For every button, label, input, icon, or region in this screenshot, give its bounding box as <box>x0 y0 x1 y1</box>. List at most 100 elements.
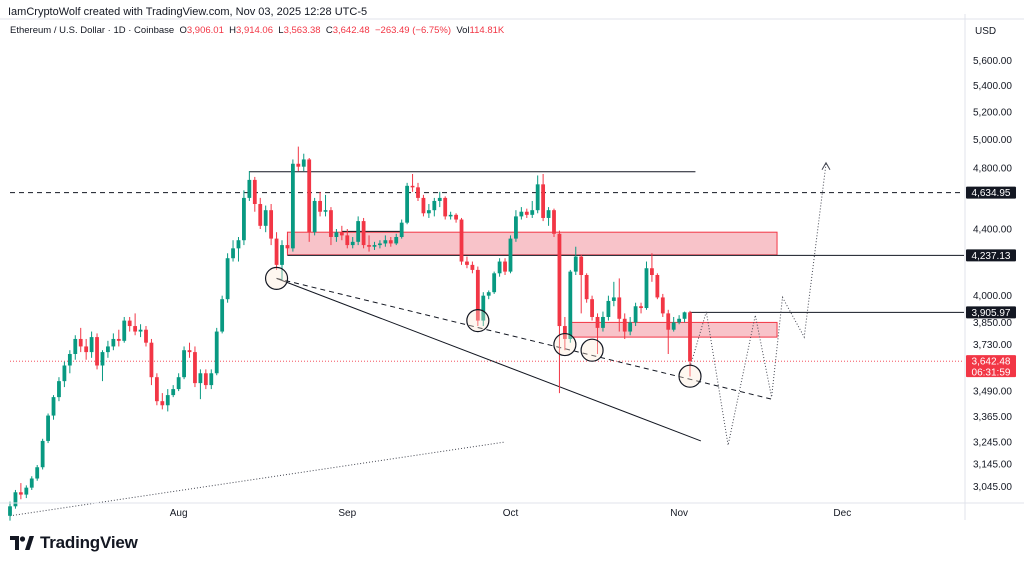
price-tick-label: 5,200.00 <box>973 108 1012 119</box>
candle-body-104 <box>573 256 578 272</box>
candle-body-44 <box>247 179 252 198</box>
price-tick-label: 5,400.00 <box>973 81 1012 92</box>
candle-body-80 <box>443 197 448 217</box>
candle-body-107 <box>590 299 594 317</box>
tradingview-wordmark: TradingView <box>40 533 138 552</box>
candle-body-57 <box>318 200 322 212</box>
price-label-text-0: 4,634.95 <box>972 188 1011 199</box>
time-tick-label: Dec <box>833 508 851 519</box>
candle-body-61 <box>339 232 344 236</box>
candle-body-53 <box>296 163 301 167</box>
candle-body-30 <box>171 389 176 396</box>
candle-body-47 <box>263 210 268 226</box>
candle-body-17 <box>100 352 105 366</box>
candle-body-74 <box>410 185 415 188</box>
candle-body-13 <box>78 338 83 347</box>
candle-body-58 <box>323 210 328 212</box>
price-tick-label: 5,000.00 <box>973 135 1012 146</box>
price-label-box-3 <box>966 355 1016 378</box>
touch-point-marker-1 <box>466 308 490 333</box>
candle-body-121 <box>666 313 671 330</box>
tradingview-logo-icon <box>10 536 34 550</box>
candle-body-75 <box>416 187 420 198</box>
open-value: 3,906.01 <box>186 25 224 36</box>
candle-body-54 <box>301 159 306 167</box>
high-label: H <box>229 25 237 36</box>
candle-body-90 <box>497 261 502 274</box>
chart-credit: IamCryptoWolf created with TradingView.c… <box>8 6 368 18</box>
candle-body-45 <box>252 179 257 205</box>
currency-label[interactable]: USD <box>975 26 997 37</box>
time-tick-label: Nov <box>670 508 688 519</box>
price-tick-label: 3,730.00 <box>973 340 1012 351</box>
candle-body-114 <box>628 322 633 332</box>
candle-body-83 <box>459 219 464 262</box>
candle-body-18 <box>106 346 110 353</box>
candle-body-26 <box>149 342 154 378</box>
candle-body-6 <box>40 440 45 468</box>
close-label: C <box>325 25 333 36</box>
candle-body-22 <box>127 320 132 327</box>
price-label-text-2: 3,905.97 <box>972 308 1011 319</box>
markers-layer <box>264 266 702 388</box>
candle-body-108 <box>595 316 600 328</box>
candle-body-98 <box>541 184 546 218</box>
price-tick-label: 4,400.00 <box>973 225 1012 236</box>
candle-body-67 <box>372 245 377 247</box>
candle-body-122 <box>671 322 676 330</box>
price-label-box-1 <box>966 249 1016 262</box>
lines-layer <box>9 161 964 517</box>
candle-body-37 <box>209 373 214 386</box>
candle-body-88 <box>486 292 491 296</box>
candle-body-70 <box>388 240 393 244</box>
candle-body-77 <box>426 210 431 214</box>
candle-body-31 <box>176 377 181 390</box>
candle-body-111 <box>611 297 616 301</box>
price-label-box-2 <box>966 306 1016 319</box>
price-chart[interactable]: 5,600.00 5,400.00 5,200.00 5,000.00 4,800.00… <box>0 0 1024 530</box>
candle-body-63 <box>350 241 355 246</box>
price-tick-label: 3,365.00 <box>973 412 1012 423</box>
candle-body-71 <box>394 236 399 244</box>
price-label-text-3: 3,642.48 <box>972 357 1011 368</box>
touch-point-marker-2 <box>553 332 577 357</box>
high-value: 3,914.06 <box>236 25 273 36</box>
axes-layer: 5,600.00 5,400.00 5,200.00 5,000.00 4,800.00… <box>0 14 1024 520</box>
candle-body-11 <box>67 354 72 366</box>
price-tick-label: 3,045.00 <box>973 482 1012 493</box>
open-label: O <box>179 25 187 36</box>
candle-body-16 <box>95 337 99 366</box>
resistance-zone-0 <box>286 231 778 256</box>
candle-body-101 <box>557 233 562 327</box>
candle-body-38 <box>214 331 219 374</box>
candle-body-78 <box>432 200 437 211</box>
candle-body-36 <box>203 373 208 386</box>
candle-body-1 <box>13 492 18 507</box>
candle-body-119 <box>655 274 660 298</box>
trendline-1 <box>276 277 772 400</box>
price-tick-label: 3,245.00 <box>973 438 1012 449</box>
candle-body-76 <box>421 197 426 214</box>
candle-body-62 <box>345 235 350 246</box>
price-tick-label: 3,145.00 <box>973 459 1012 470</box>
candle-body-93 <box>514 216 518 239</box>
candle-body-110 <box>606 300 611 317</box>
candle-body-32 <box>182 350 186 378</box>
tradingview-brand[interactable]: TradingView <box>10 533 138 553</box>
projection-arrow-head <box>821 161 831 171</box>
candle-body-84 <box>465 261 469 265</box>
candle-body-4 <box>29 478 34 488</box>
candle-body-14 <box>84 346 89 353</box>
candle-body-97 <box>535 184 540 211</box>
time-tick-label: Oct <box>503 508 519 519</box>
touch-point-marker-4 <box>678 364 702 388</box>
candle-body-12 <box>73 338 78 355</box>
candle-body-115 <box>633 306 638 323</box>
candle-body-69 <box>383 240 388 244</box>
touch-point-marker-3 <box>580 338 604 362</box>
candle-body-64 <box>356 221 361 242</box>
candle-body-33 <box>187 350 192 353</box>
candle-body-91 <box>503 261 507 272</box>
candle-body-60 <box>334 232 339 237</box>
candle-body-125 <box>688 312 692 362</box>
